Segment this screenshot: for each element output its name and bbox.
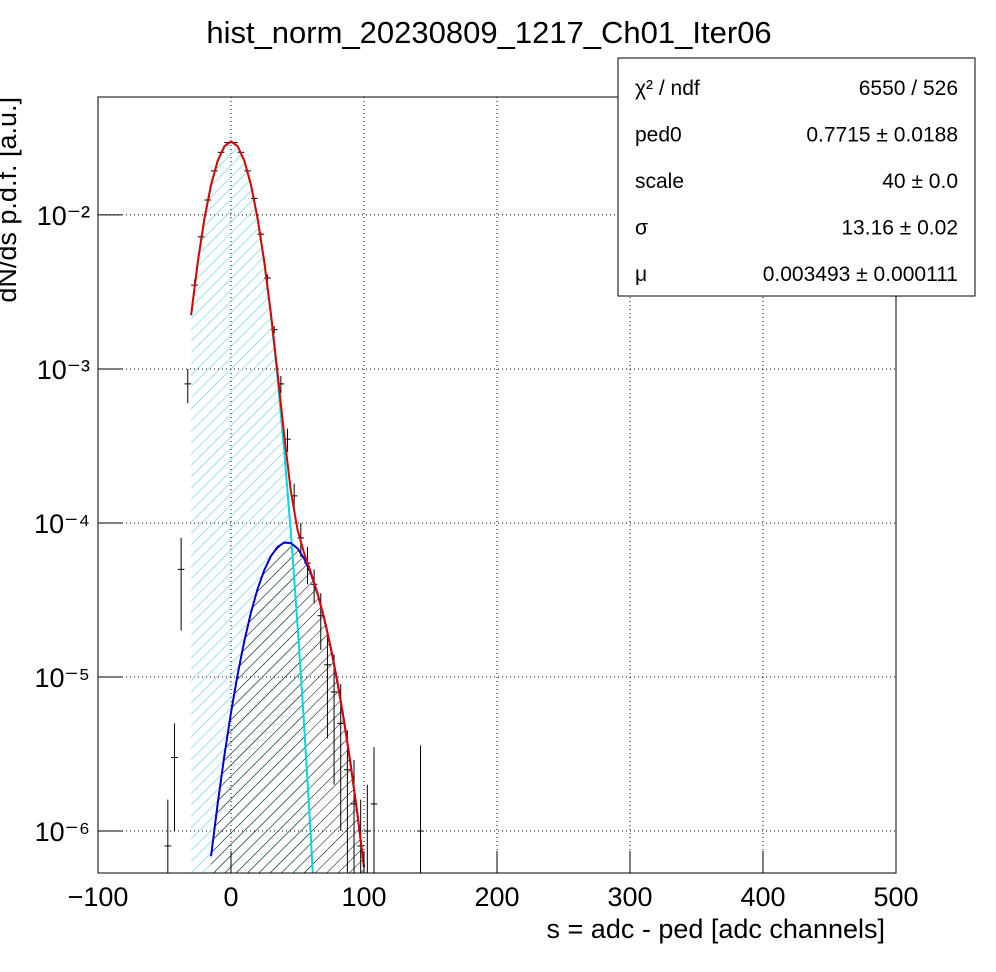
stats-name: χ² / ndf: [635, 77, 700, 100]
y-axis-label: dN/ds p.d.f. [a.u.]: [0, 97, 22, 303]
curve-area: [211, 542, 364, 873]
stats-value: 0.7715 ± 0.0188: [806, 124, 958, 147]
x-tick-label: 200: [474, 882, 519, 912]
stats-name: σ: [635, 217, 648, 240]
y-tick-label: 10⁻⁴: [34, 509, 90, 539]
y-tick-label: 10⁻⁶: [35, 817, 90, 847]
x-tick-label: 500: [873, 882, 918, 912]
plot-area: [164, 140, 424, 873]
x-tick-label: 400: [740, 882, 785, 912]
x-tick-label: 100: [341, 882, 386, 912]
x-tick-label: 0: [223, 882, 238, 912]
x-axis-label: s = adc - ped [adc channels]: [547, 914, 885, 944]
stats-box: χ² / ndf 6550 / 526 ped0 0.7715 ± 0.0188 sca…: [617, 57, 976, 297]
stats-value: 40 ± 0.0: [882, 170, 958, 193]
x-tick-label: 300: [607, 882, 652, 912]
stats-name: scale: [635, 170, 684, 193]
y-tick-label: 10⁻⁵: [35, 663, 90, 693]
axes: −100 0 100 200 300 400 500 10⁻⁶ 10⁻⁵ 10⁻⁴ 10⁻³ 10⁻²: [34, 201, 918, 912]
fit-curve: [190, 140, 365, 868]
stats-name: μ: [635, 263, 647, 286]
stats-value: 13.16 ± 0.02: [841, 217, 958, 240]
y-tick-label: 10⁻²: [37, 201, 90, 231]
stats-name: ped0: [635, 124, 682, 147]
stats-value: 6550 / 526: [859, 77, 958, 100]
stats-frame: [617, 57, 976, 297]
chart-title: hist_norm_20230809_1217_Ch01_Iter06: [206, 15, 771, 50]
y-tick-label: 10⁻³: [37, 355, 90, 385]
stats-value: 0.003493 ± 0.000111: [763, 263, 958, 286]
x-tick-label: −100: [68, 882, 129, 912]
